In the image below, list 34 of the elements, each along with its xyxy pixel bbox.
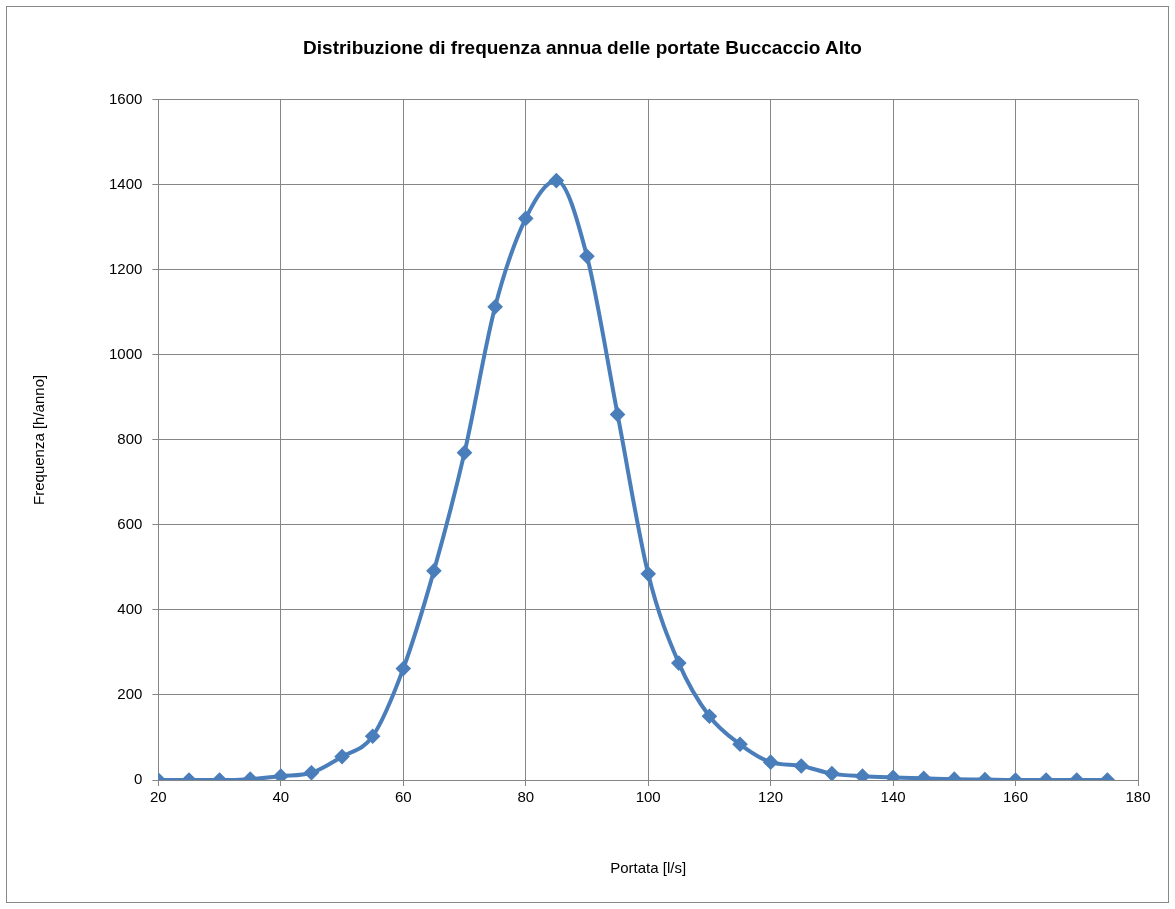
x-tick-label: 20: [150, 788, 167, 806]
x-tick-label: 80: [517, 788, 535, 806]
y-tick-label: 600: [117, 515, 143, 533]
point: [396, 661, 411, 676]
point: [457, 445, 472, 460]
point: [273, 769, 288, 780]
point: [855, 769, 870, 780]
x-tick-label: 40: [272, 788, 290, 806]
point: [579, 249, 594, 264]
x-axis-title: Portata [l/s]: [610, 859, 687, 877]
y-tick-label: 200: [117, 685, 143, 703]
x-tick-label: 160: [1003, 788, 1029, 806]
y-tick-label: 1600: [108, 89, 143, 107]
chart-title: Distribuzione di frequenza annua delle portate Buccaccio Alto: [303, 36, 862, 58]
x-tick-label: 120: [758, 788, 784, 806]
x-tick-label: 140: [880, 788, 906, 806]
x-tick-label: 60: [394, 788, 412, 806]
y-tick-label: 1400: [108, 174, 143, 192]
y-tick-label: 0: [134, 770, 143, 788]
point: [518, 211, 533, 226]
x-tick-label: 100: [635, 788, 661, 806]
point: [641, 566, 656, 581]
x-tick-label: 180: [1125, 788, 1151, 806]
point: [794, 758, 809, 773]
y-tick-label: 400: [117, 600, 143, 618]
point: [426, 563, 441, 578]
point: [549, 173, 564, 188]
y-tick-label: 1200: [108, 259, 143, 277]
y-axis-title: Frequenza [h/anno]: [30, 374, 48, 505]
point: [610, 407, 625, 422]
y-tick-label: 800: [117, 430, 143, 448]
y-tick-label: 1000: [108, 345, 143, 363]
point: [488, 299, 503, 314]
point: [824, 766, 839, 780]
